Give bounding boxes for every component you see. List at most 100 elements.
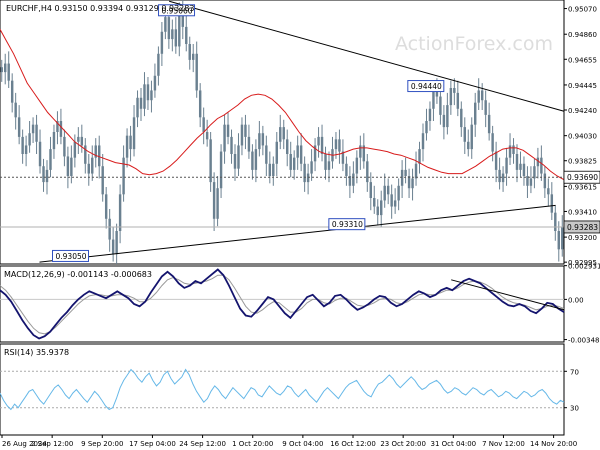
candle-body [63, 136, 66, 157]
candle-body [265, 145, 268, 164]
price-panel-frame [0, 0, 565, 265]
x-tick-label: 1 Oct 20:00 [232, 440, 273, 448]
candle-body [477, 90, 480, 103]
candle-body [411, 178, 414, 189]
price-trendlines [39, 0, 565, 263]
candle-body [153, 75, 157, 91]
candle-body [212, 182, 216, 219]
candle-body [181, 9, 184, 27]
candle-body [390, 194, 393, 207]
candle-body [4, 63, 7, 73]
candle-body [157, 53, 160, 76]
candle-body [111, 239, 115, 255]
candle-body [49, 149, 52, 170]
candle-body [446, 105, 449, 128]
candle-body [0, 67, 3, 73]
candle-body [77, 136, 80, 142]
candle-body [70, 157, 73, 176]
candle-body [432, 90, 435, 109]
candle-body [118, 194, 122, 231]
candle-body [244, 124, 247, 137]
candle-body [233, 154, 237, 169]
candle-body [150, 90, 153, 101]
macd-panel-title: MACD(12,26,9) -0.001143 -0.000683 [4, 270, 152, 279]
candle-body [404, 169, 407, 176]
candle-body [456, 92, 460, 109]
candle-body [108, 218, 111, 240]
candle-body [338, 139, 341, 152]
candle-body [484, 100, 487, 115]
watermark: ActionForex.com [395, 33, 553, 55]
x-tick-label: 17 Sep 04:00 [129, 440, 176, 448]
candle-body [536, 157, 540, 167]
macd-signal-line [0, 274, 565, 335]
candle-body [533, 166, 536, 179]
candle-body [84, 145, 87, 164]
candle-body [223, 124, 226, 152]
candle-body [561, 227, 564, 250]
candle-body [480, 90, 484, 101]
candle-body [449, 88, 453, 106]
x-tick-label: 24 Sep 12:00 [179, 440, 226, 448]
candle-body [376, 206, 379, 216]
candle-body [460, 108, 463, 128]
annotation-label: 0.93050 [56, 252, 87, 261]
candle-body [237, 145, 240, 169]
candle-body [52, 132, 56, 150]
candle-body [439, 96, 442, 115]
candle-body [38, 141, 42, 167]
candle-body [421, 133, 425, 150]
candle-body [491, 133, 494, 152]
candle-body [198, 90, 202, 118]
candle-body [359, 145, 362, 158]
candle-body [407, 176, 411, 189]
candle-body [317, 136, 320, 146]
candle-body [247, 136, 251, 152]
candle-body [192, 53, 195, 60]
candle-body [216, 188, 219, 219]
candle-body [91, 157, 94, 174]
candle-body [296, 145, 299, 158]
candle-body [453, 88, 456, 93]
price-y-tick-label: 0.93410 [568, 208, 597, 216]
price-level-tag [563, 220, 600, 234]
candle-body [59, 121, 63, 137]
candle-body [171, 29, 174, 40]
annotation-box [328, 218, 366, 231]
candle-body [73, 141, 77, 158]
annotation-label: 0.95060 [162, 6, 193, 15]
candle-body [24, 145, 28, 154]
candle-body [174, 29, 178, 47]
candle-body [129, 135, 132, 150]
candle-body [425, 121, 428, 134]
candle-body [104, 194, 108, 219]
candle-body [320, 136, 324, 154]
price-y-tick-label: 0.92995 [568, 259, 597, 267]
rsi-y-axis: 70 30 [564, 368, 579, 413]
candle-body [275, 141, 278, 164]
x-tick-label: 31 Oct 04:00 [430, 440, 476, 448]
candle-body [272, 163, 275, 176]
candle-body [185, 26, 188, 44]
candle-body [164, 17, 167, 32]
macd-panel-frame [0, 265, 565, 343]
candle-body [292, 157, 296, 170]
price-panel-title: EURCHF,H4 0.93150 0.93394 0.93129 0.9328… [6, 4, 194, 13]
candle-body [352, 173, 355, 186]
price-annotations: 0.95060 0.93050 0.94440 0.93310 [52, 4, 445, 262]
candle-body [519, 163, 522, 170]
macd-main-line [0, 268, 565, 340]
macd-y-tick-label: 0.00 [568, 296, 584, 304]
moving-average-line [0, 29, 565, 181]
x-tick-label: 16 Oct 12:00 [330, 440, 376, 448]
rsi-line [0, 368, 565, 411]
candle-body [467, 141, 470, 150]
macd-trend [451, 279, 565, 311]
candle-body [268, 163, 272, 176]
x-tick-label: 23 Oct 20:00 [380, 440, 426, 448]
candle-body [80, 136, 84, 146]
price-level-label: 0.93283 [567, 223, 598, 232]
price-level-label: 0.93690 [567, 173, 598, 182]
price-y-tick-label: 0.93615 [568, 183, 597, 191]
price-y-tick-label: 0.94030 [568, 133, 597, 141]
